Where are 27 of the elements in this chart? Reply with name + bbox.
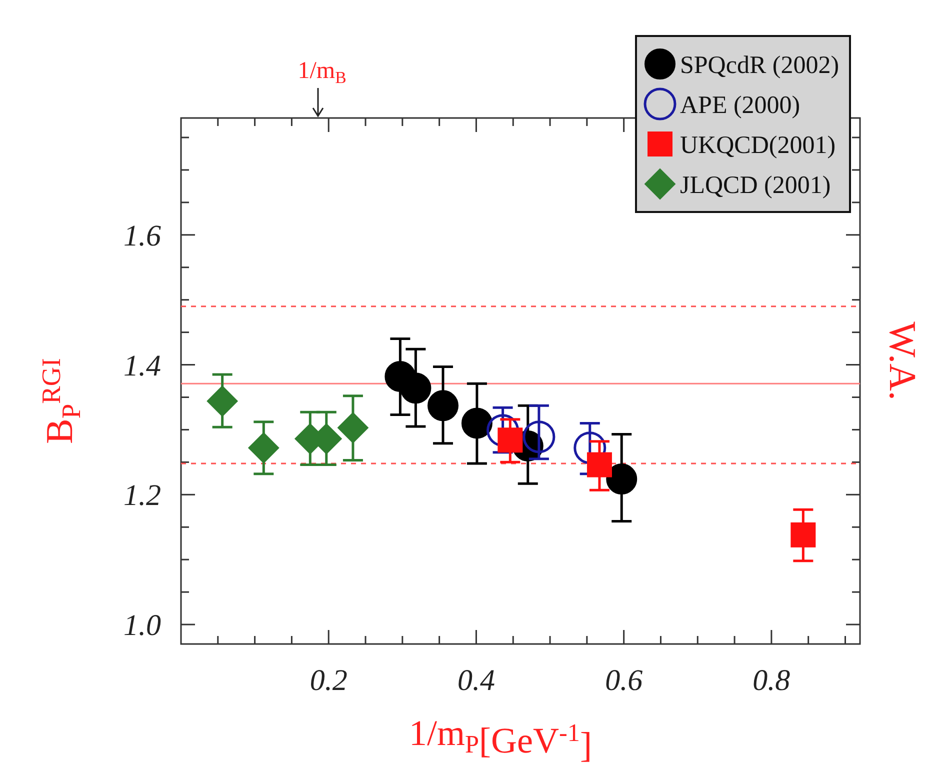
- point: [400, 372, 432, 404]
- text: 1/m$_{B}$: [298, 58, 346, 88]
- x-axis-title: 1/m$_{P}$[GeV$^{-1}$]: [409, 713, 592, 764]
- point: [606, 464, 638, 495]
- y-tick-label: 1.2: [124, 479, 161, 512]
- y-tick-label: 1.6: [124, 219, 161, 252]
- point: [206, 386, 238, 417]
- x-tick-label: 0.6: [605, 664, 643, 697]
- point: [574, 432, 606, 464]
- x-tick-label: 0.2: [310, 664, 348, 697]
- y-tick-label: 1.4: [124, 349, 161, 382]
- point: [461, 408, 492, 439]
- y2-axis-title: W.A.: [881, 322, 923, 400]
- x-tick-label: 0.4: [457, 664, 495, 697]
- point: [486, 414, 520, 447]
- point: [790, 522, 816, 548]
- legend-label: APE (2000): [680, 92, 800, 119]
- point: [428, 390, 459, 422]
- y-tick-label: 1.0: [124, 609, 161, 642]
- point: [337, 412, 368, 444]
- point: [248, 432, 280, 464]
- point: [522, 420, 556, 454]
- legend-label: JLQCD (2001): [680, 172, 831, 199]
- point: [586, 452, 612, 478]
- legend-label: UKQCD(2001): [680, 132, 836, 159]
- x-tick-label: 0.8: [752, 664, 790, 697]
- legend-label: SPQcdR (2002): [680, 52, 840, 79]
